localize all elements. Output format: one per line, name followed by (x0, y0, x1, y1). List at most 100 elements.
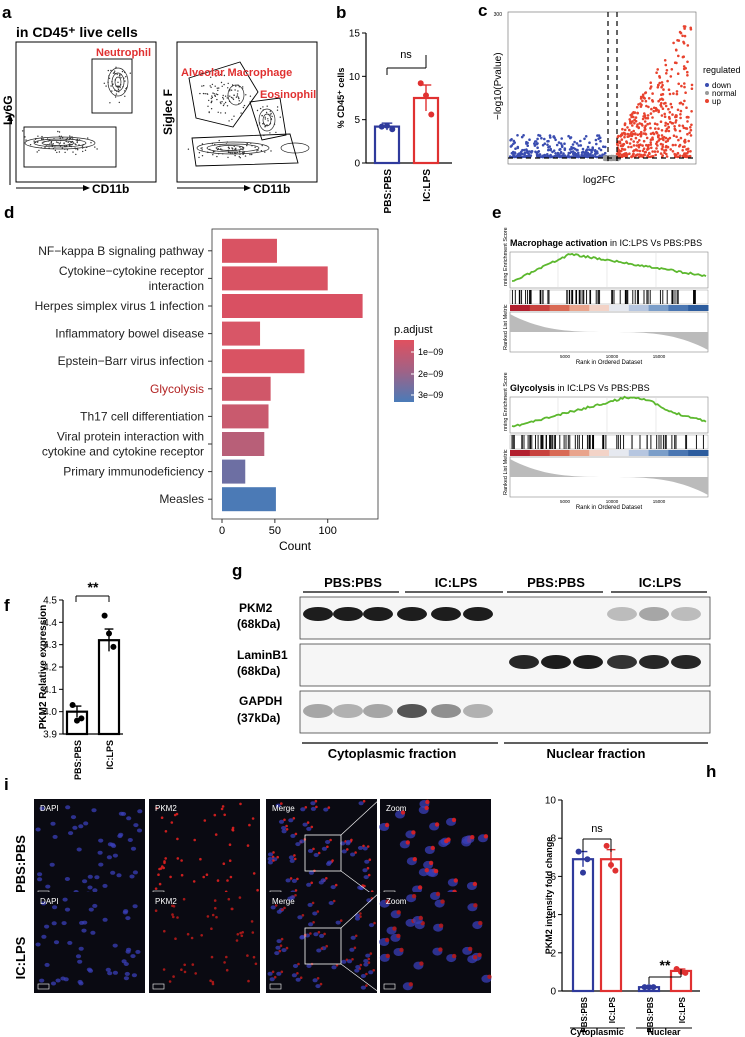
pkm2-signal (223, 813, 226, 817)
flow-event (48, 147, 50, 149)
nucleus-signal (295, 842, 301, 847)
gate-eosinophil-label: Eosinophil (260, 89, 316, 101)
x-category-label: PBS:PBS (646, 996, 655, 1032)
flow-event (213, 93, 215, 95)
pkm2-signal (411, 830, 416, 835)
pkm2-signal (209, 979, 212, 982)
volcano-point-down (543, 142, 547, 145)
nucleus-signal (92, 903, 98, 908)
flow-event (227, 87, 229, 89)
flow-event (114, 79, 117, 81)
flow-event (256, 150, 258, 152)
volcano-point-down (541, 143, 545, 147)
volcano-point-down (588, 141, 591, 144)
volcano-point-down (557, 141, 561, 144)
volcano-point-down (571, 150, 575, 153)
flow-event (221, 101, 223, 103)
flow-event (71, 143, 73, 146)
pkm2-signal (172, 905, 176, 908)
volcano-point-up (669, 148, 672, 151)
volcano-point-down (575, 142, 579, 145)
pkm2-signal (487, 974, 492, 979)
flow-event (235, 149, 237, 151)
nucleus-signal (62, 897, 68, 902)
flow-event (259, 107, 262, 110)
volcano-point-up (643, 126, 647, 129)
flow-event (224, 101, 227, 104)
flow-event (115, 85, 117, 87)
data-point (575, 848, 582, 855)
nucleus-signal (130, 846, 137, 851)
volcano-point-up (666, 122, 670, 126)
flow-event (29, 144, 32, 146)
flow-event (103, 82, 106, 85)
volcano-point-up (688, 154, 692, 158)
pkm2-signal (285, 946, 289, 950)
flow-event (116, 90, 118, 93)
volcano-point-up (672, 134, 676, 137)
volcano-point-up (668, 92, 672, 96)
nucleus-signal (120, 811, 127, 816)
nucleus-signal (37, 872, 43, 877)
nucleus-signal (97, 850, 103, 855)
volcano-point-up (629, 138, 633, 141)
flow-event (237, 90, 239, 92)
gsea-2-rank-colorbar (529, 450, 551, 456)
flow-event (239, 146, 241, 148)
volcano-point-down (593, 149, 597, 153)
nucleus-signal (136, 828, 143, 833)
volcano-point-up (679, 136, 683, 140)
volcano-point-up (653, 150, 657, 153)
volcano-point-up (658, 81, 661, 85)
volcano-point-up (632, 140, 635, 143)
volcano-point-up (669, 75, 673, 78)
flow-event (60, 139, 62, 142)
volcano-point-down (563, 148, 567, 152)
pkm2-signal (180, 859, 183, 862)
volcano-point-up (661, 154, 664, 157)
nucleus-signal (357, 845, 364, 850)
zoom-region-box (304, 834, 342, 872)
volcano-point-down (583, 137, 586, 141)
flow-event (275, 131, 277, 134)
flow-event (215, 93, 217, 95)
flow-event (261, 144, 263, 147)
y-tick-label: 10 (349, 72, 361, 83)
flow-event (269, 123, 272, 125)
flow-event (233, 152, 236, 154)
volcano-point-up (686, 44, 690, 47)
flow-event (224, 112, 227, 114)
volcano-point-down (598, 136, 601, 140)
x-tick-label: 50 (269, 525, 281, 537)
volcano-point-up (628, 128, 631, 132)
pkm2-signal (169, 875, 172, 879)
volcano-point-up (649, 143, 653, 146)
kegg-category-label: Glycolysis (150, 382, 204, 396)
volcano-point-up (621, 143, 624, 146)
nucleus-signal (44, 962, 50, 967)
nucleus-signal (308, 870, 314, 875)
flow-event (56, 151, 58, 154)
gsea-2-rank-ylabel: Ranked List Metric (503, 449, 509, 495)
pkm2-signal (314, 799, 318, 803)
flow-event (117, 81, 119, 84)
volcano-point-up (645, 143, 648, 147)
volcano-point-up (677, 138, 680, 142)
volcano-point-up (690, 110, 693, 113)
pkm2-signal (367, 957, 371, 961)
pkm2-signal (452, 953, 457, 959)
flow-event (117, 87, 119, 89)
kegg-category-label: Primary immunodeficiency (63, 465, 204, 479)
kegg-bar-1 (222, 238, 277, 263)
flow-event (242, 106, 245, 109)
volcano-point-up (639, 143, 642, 146)
volcano-point-up (629, 121, 632, 125)
volcano-point-down (536, 146, 539, 149)
pkm2-signal (280, 970, 284, 974)
pkm2-signal (272, 859, 275, 862)
volcano-point-up (678, 145, 681, 148)
flow-event (105, 85, 107, 87)
volcano-point-up (689, 126, 692, 129)
volcano-point-up (657, 83, 660, 87)
flow-event (230, 89, 233, 91)
